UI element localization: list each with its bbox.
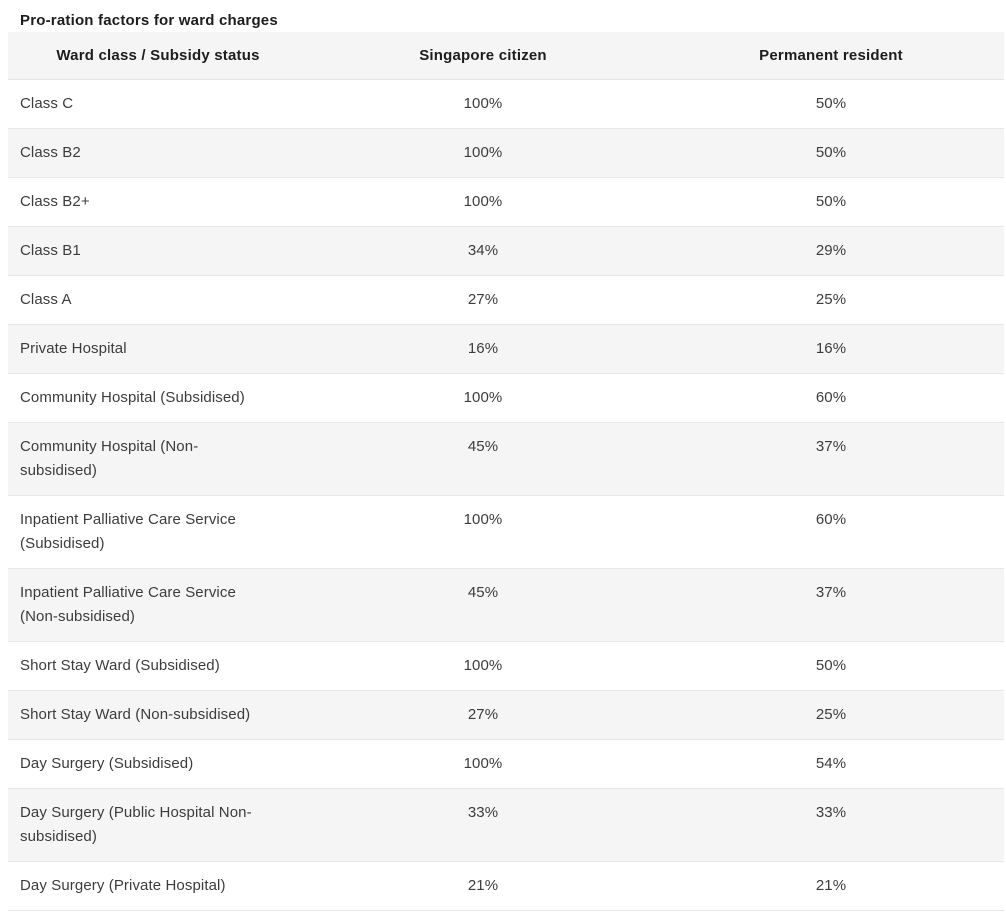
permanent-resident-cell: 29%: [815, 242, 847, 259]
permanent-resident-cell: 16%: [815, 340, 847, 357]
table-row: Inpatient Palliative Care Service (Subsi…: [8, 495, 1004, 569]
table-row: Inpatient Palliative Care Service (Non-s…: [8, 568, 1004, 642]
permanent-resident-cell: 60%: [815, 389, 847, 406]
table-row: Class B1 34% 29%: [8, 226, 1004, 276]
ward-class-cell: Inpatient Palliative Care Service (Non-s…: [20, 584, 236, 625]
table-row: Day Surgery (Subsidised) 100% 54%: [8, 739, 1004, 789]
ward-class-cell: Class B1: [20, 242, 81, 259]
permanent-resident-cell: 25%: [815, 706, 847, 723]
table-row: Class B2 100% 50%: [8, 128, 1004, 178]
permanent-resident-cell: 54%: [815, 755, 847, 772]
singapore-citizen-cell: 33%: [467, 804, 499, 821]
table-row: Private Hospital 16% 16%: [8, 324, 1004, 374]
singapore-citizen-cell: 100%: [463, 511, 503, 528]
permanent-resident-cell: 37%: [815, 438, 847, 455]
singapore-citizen-cell: 100%: [463, 193, 503, 210]
ward-class-cell: Class C: [20, 95, 74, 112]
permanent-resident-cell: 50%: [815, 144, 847, 161]
table-body: Class C 100% 50% Class B2 100% 50% Class B2+ 10…: [8, 79, 1004, 911]
singapore-citizen-cell: 100%: [463, 755, 503, 772]
singapore-citizen-cell: 16%: [467, 340, 499, 357]
ward-class-cell: Day Surgery (Private Hospital): [20, 877, 226, 894]
ward-class-cell: Inpatient Palliative Care Service (Subsi…: [20, 511, 236, 552]
singapore-citizen-cell: 100%: [463, 95, 503, 112]
singapore-citizen-cell: 34%: [467, 242, 499, 259]
permanent-resident-cell: 50%: [815, 657, 847, 674]
permanent-resident-cell: 60%: [815, 511, 847, 528]
singapore-citizen-cell: 100%: [463, 657, 503, 674]
singapore-citizen-cell: 45%: [467, 438, 499, 455]
ward-class-cell: Day Surgery (Public Hospital Non- subsid…: [20, 804, 252, 845]
ward-class-cell: Class A: [20, 291, 72, 308]
table-row: Community Hospital (Non- subsidised) 45% 3…: [8, 422, 1004, 496]
permanent-resident-cell: 50%: [815, 193, 847, 210]
ward-class-cell: Day Surgery (Subsidised): [20, 755, 194, 772]
singapore-citizen-cell: 21%: [467, 877, 499, 894]
ward-class-cell: Short Stay Ward (Subsidised): [20, 657, 220, 674]
ward-class-cell: Community Hospital (Subsidised): [20, 389, 245, 406]
singapore-citizen-cell: 27%: [467, 706, 499, 723]
table-header-row: Ward class / Subsidy status Singapore ci…: [8, 32, 1004, 80]
singapore-citizen-cell: 45%: [467, 584, 499, 601]
column-header-singapore-citizen: Singapore citizen: [419, 47, 547, 64]
ward-class-cell: Class B2+: [20, 193, 90, 210]
singapore-citizen-cell: 100%: [463, 144, 503, 161]
table-row: Short Stay Ward (Subsidised) 100% 50%: [8, 641, 1004, 691]
singapore-citizen-cell: 100%: [463, 389, 503, 406]
permanent-resident-cell: 37%: [815, 584, 847, 601]
table-row: Day Surgery (Public Hospital Non- subsid…: [8, 788, 1004, 862]
table-row: Class C 100% 50%: [8, 79, 1004, 129]
column-header-permanent-resident: Permanent resident: [759, 47, 903, 64]
ward-class-cell: Short Stay Ward (Non-subsidised): [20, 706, 251, 723]
permanent-resident-cell: 33%: [815, 804, 847, 821]
column-header-ward-class: Ward class / Subsidy status: [56, 47, 260, 64]
permanent-resident-cell: 50%: [815, 95, 847, 112]
table-row: Class A 27% 25%: [8, 275, 1004, 325]
permanent-resident-cell: 21%: [815, 877, 847, 894]
ward-class-cell: Class B2: [20, 144, 81, 161]
ward-class-cell: Private Hospital: [20, 340, 127, 357]
page-title: Pro-ration factors for ward charges: [20, 12, 278, 29]
table-row: Class B2+ 100% 50%: [8, 177, 1004, 227]
table-row: Day Surgery (Private Hospital) 21% 21%: [8, 861, 1004, 911]
table-row: Community Hospital (Subsidised) 100% 60%: [8, 373, 1004, 423]
proration-factors-table: Ward class / Subsidy status Singapore ci…: [8, 32, 1004, 911]
singapore-citizen-cell: 27%: [467, 291, 499, 308]
ward-class-cell: Community Hospital (Non- subsidised): [20, 438, 199, 479]
permanent-resident-cell: 25%: [815, 291, 847, 308]
table-row: Short Stay Ward (Non-subsidised) 27% 25%: [8, 690, 1004, 740]
